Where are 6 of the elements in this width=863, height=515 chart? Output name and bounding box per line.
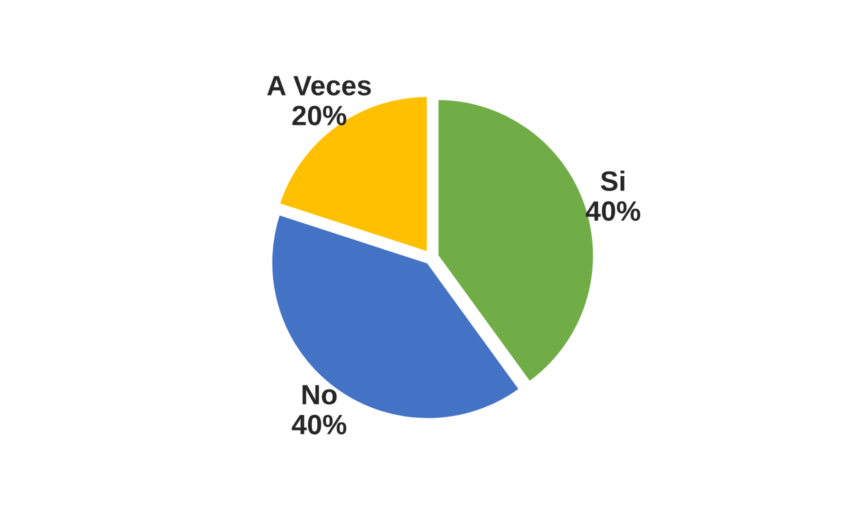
slice-label: A Veces — [267, 76, 371, 96]
data-label: 20% — [292, 106, 346, 126]
slice-label: Si — [600, 170, 624, 191]
data-label: 40% — [292, 414, 346, 434]
data-label: 40% — [586, 201, 640, 221]
slice-label: No — [302, 385, 337, 405]
